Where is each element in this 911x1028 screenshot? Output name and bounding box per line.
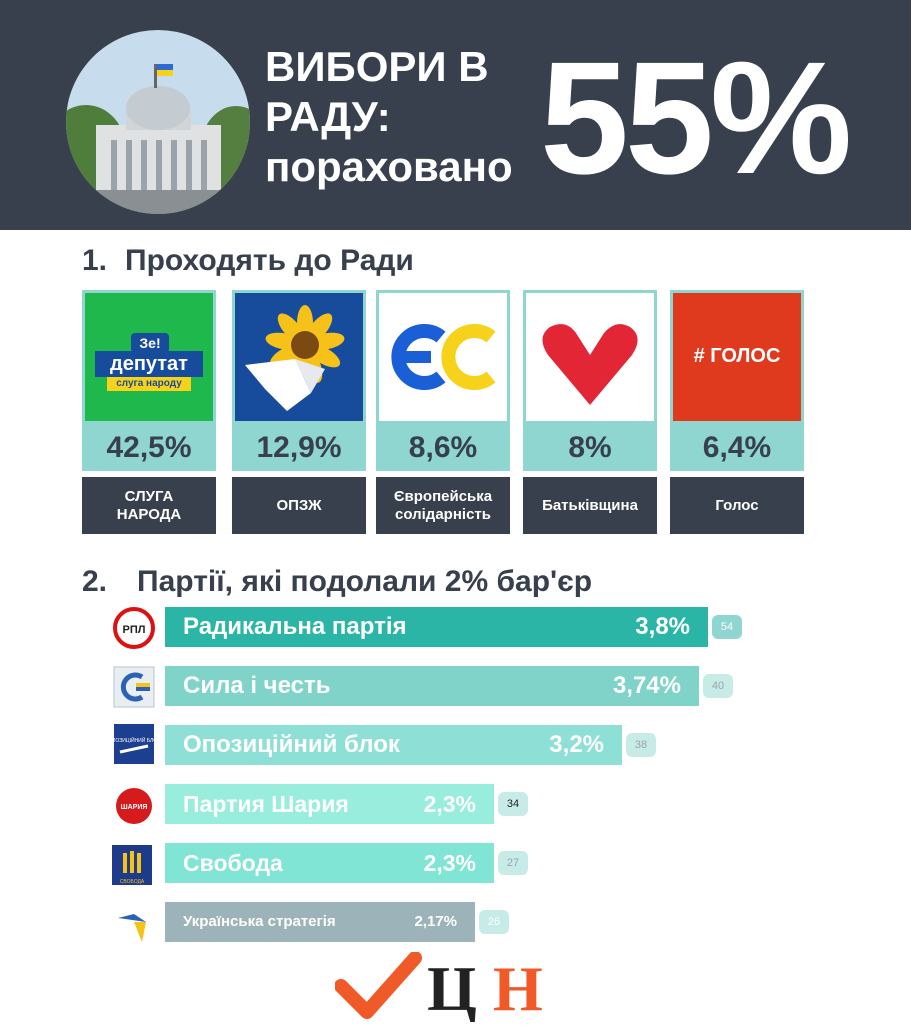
brand-letter-n: Н	[493, 953, 543, 1022]
bar: Радикальна партія 3,8%	[165, 607, 708, 647]
party-name-line1: Європейська	[393, 487, 493, 505]
party-name-line1: ОПЗЖ	[276, 496, 322, 514]
seat-count-badge: 27	[498, 851, 528, 875]
holos-logo: # ГОЛОС	[670, 290, 804, 424]
party-percent: 12,9%	[232, 424, 366, 471]
radical-logo-text: РПЛ	[123, 624, 146, 636]
party-card-opzzh: 12,9% ОПЗЖ	[232, 290, 366, 534]
syla-i-chest-logo	[112, 665, 156, 709]
bar-value-label: 3,8%	[635, 613, 690, 640]
checkmark-icon	[334, 951, 422, 1019]
section2-title-text: Партії, які подолали 2% бар'єр	[137, 565, 593, 598]
sunflower-dove-icon	[245, 305, 345, 411]
sluha-narodu-sub: слуга народу	[107, 377, 191, 391]
svoboda-logo: СВОБОДА	[110, 843, 154, 887]
party-percent: 8,6%	[376, 424, 510, 471]
holos-logo-text: # ГОЛОС	[693, 345, 781, 367]
brand-letter-ts: Ц	[427, 953, 477, 1022]
deputat-label: депутат	[95, 351, 203, 377]
bar: Українська стратегія 2,17%	[165, 902, 475, 942]
party-card-sluha-narodu: Зе! депутат слуга народу 42,5% СЛУГА НАРО…	[82, 290, 216, 534]
seat-count-badge: 34	[498, 792, 528, 816]
bar: Опозиційний блок 3,2%	[165, 725, 622, 765]
header-banner: ВИБОРИ В РАДУ: пораховано 55%	[0, 0, 911, 230]
bar-value-label: 3,2%	[549, 731, 604, 758]
es-letters-icon	[391, 324, 496, 390]
section1-title-text: Проходять до Ради	[125, 244, 414, 277]
radical-party-logo: РПЛ	[112, 606, 156, 650]
bar: Партия Шария 2,3%	[165, 784, 494, 824]
party-name: Європейська солідарність	[376, 477, 510, 534]
bar-label: Свобода	[183, 850, 283, 876]
es-logo	[376, 290, 510, 424]
party-card-es: 8,6% Європейська солідарність	[376, 290, 510, 534]
seat-count-badge: 26	[479, 910, 509, 934]
section1-title: 1. Проходять до Ради	[82, 244, 414, 278]
header-title: ВИБОРИ В РАДУ: пораховано	[265, 42, 545, 192]
sharij-logo-text: ШАРИЯ	[121, 804, 148, 811]
bar-label: Опозиційний блок	[183, 731, 400, 758]
batkivshchyna-logo	[523, 290, 657, 424]
sluha-narodu-logo: Зе! депутат слуга народу	[82, 290, 216, 424]
party-name-line1: СЛУГА	[124, 487, 174, 505]
heart-icon	[542, 324, 638, 405]
parliament-photo	[66, 30, 250, 214]
party-name: СЛУГА НАРОДА	[82, 477, 216, 534]
seat-count-badge: 40	[703, 674, 733, 698]
bar-value-label: 2,3%	[423, 850, 476, 876]
header-title-line1: ВИБОРИ В	[265, 43, 489, 90]
party-card-holos: # ГОЛОС 6,4% Голос	[670, 290, 804, 534]
header-title-line2: РАДУ:	[265, 93, 391, 140]
party-name: Голос	[670, 477, 804, 534]
section2-number: 2.	[82, 565, 108, 598]
bar-label: Сила і честь	[183, 672, 331, 699]
bar-value-label: 3,74%	[612, 672, 681, 699]
bar-value-label: 2,3%	[423, 791, 476, 817]
party-percent: 8%	[523, 424, 657, 471]
bar-label: Українська стратегія	[183, 913, 336, 930]
opzzh-logo	[232, 290, 366, 424]
ze-badge: Зе!	[131, 333, 169, 353]
party-name-line2: НАРОДА	[116, 505, 182, 523]
counted-percent: 55%	[540, 28, 852, 207]
header-title-line3: пораховано	[265, 143, 513, 190]
ukrainian-strategy-logo	[112, 902, 156, 946]
party-name-line1: Батьківщина	[542, 496, 638, 514]
section2-title: 2. Партії, які подолали 2% бар'єр	[82, 565, 592, 599]
seat-count-badge: 38	[626, 733, 656, 757]
party-name-line1: Голос	[715, 496, 759, 514]
party-card-batkivshchyna: 8% Батьківщина	[523, 290, 657, 534]
party-name-line2: солідарність	[394, 505, 491, 523]
seat-count-badge: 54	[712, 615, 742, 639]
opposition-logo-text: ОПОЗИЦІЙНИЙ БЛОК	[112, 736, 156, 744]
bar-label: Радикальна партія	[183, 613, 407, 640]
tsn-logo: Ц Н	[334, 951, 565, 1024]
party-percent: 6,4%	[670, 424, 804, 471]
svoboda-logo-text: СВОБОДА	[120, 879, 145, 885]
bar: Сила і честь 3,74%	[165, 666, 699, 706]
party-name: Батьківщина	[523, 477, 657, 534]
section1-number: 1.	[82, 244, 108, 277]
bar-value-label: 2,17%	[414, 913, 457, 930]
party-percent: 42,5%	[82, 424, 216, 471]
bar-label: Партия Шария	[183, 791, 349, 817]
party-name: ОПЗЖ	[232, 477, 366, 534]
opposition-bloc-logo: ОПОЗИЦІЙНИЙ БЛОК	[108, 722, 160, 766]
bar: Свобода 2,3%	[165, 843, 494, 883]
sharij-party-logo: ШАРИЯ	[112, 784, 156, 828]
